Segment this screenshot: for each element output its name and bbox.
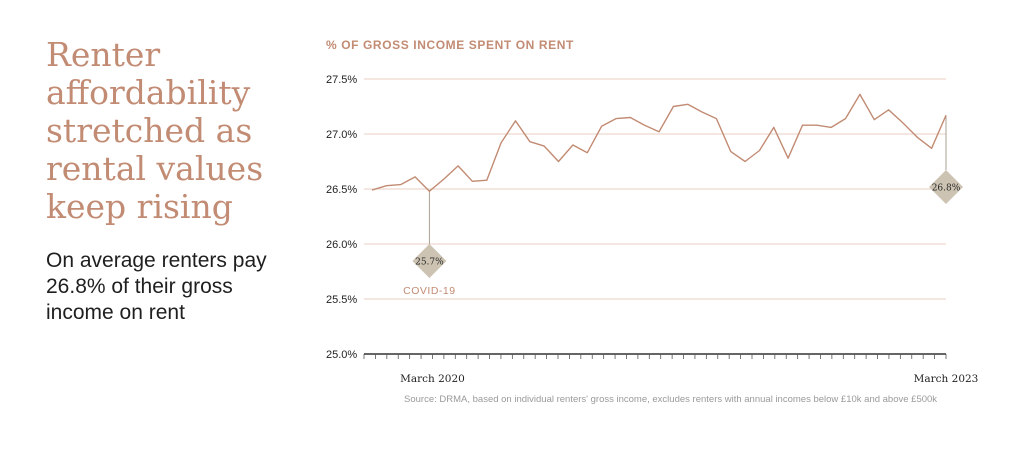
data-point (471, 180, 474, 183)
annotation-label: 26.8% (932, 184, 961, 194)
data-point (586, 151, 589, 154)
data-point (901, 121, 904, 124)
x-axis-labels: March 2020 March 2023 (400, 373, 978, 385)
data-point (571, 143, 574, 146)
data-point (413, 175, 416, 178)
data-point (801, 124, 804, 127)
data-point (830, 126, 833, 129)
data-point (457, 164, 460, 167)
data-point (657, 130, 660, 133)
x-tick-label: March 2020 (400, 373, 465, 385)
data-point (614, 117, 617, 120)
data-point (442, 178, 445, 181)
y-tick-label: 26.5% (326, 184, 357, 196)
data-point (600, 125, 603, 128)
data-point (873, 118, 876, 121)
data-point (887, 108, 890, 111)
data-point (715, 117, 718, 120)
data-point (428, 190, 431, 193)
data-point (815, 124, 818, 127)
data-point (385, 184, 388, 187)
data-point (858, 93, 861, 96)
data-point (686, 103, 689, 106)
markers: 25.7% COVID-19 26.8% (403, 170, 963, 297)
y-tick-label: 25.0% (326, 349, 357, 361)
data-point (399, 183, 402, 186)
x-tick-label: March 2023 (914, 373, 979, 385)
data-point (787, 157, 790, 160)
data-point (916, 136, 919, 139)
y-axis-ticks: 25.0% 25.5% 26.0% 26.5% 27.0% 27.5% (326, 74, 357, 361)
grid-lines (364, 78, 946, 300)
y-tick-label: 27.0% (326, 129, 357, 141)
data-point (729, 150, 732, 153)
data-point (758, 149, 761, 152)
y-tick-label: 26.0% (326, 239, 357, 251)
data-point (514, 119, 517, 122)
series-path (371, 93, 947, 192)
annotation-note: COVID-19 (403, 285, 455, 297)
headline: Renter affordability stretched as rental… (46, 35, 264, 226)
data-point (643, 124, 646, 127)
data-point (557, 160, 560, 163)
series-line (370, 93, 947, 193)
data-point (528, 140, 531, 143)
data-point (772, 126, 775, 129)
y-tick-label: 25.5% (326, 294, 357, 306)
data-point (672, 105, 675, 108)
x-axis (363, 353, 947, 359)
data-point (944, 114, 947, 117)
data-point (370, 189, 373, 192)
data-point (485, 179, 488, 182)
y-tick-label: 27.5% (326, 74, 357, 86)
annotation-diamond (929, 170, 963, 204)
subheadline: On average renters pay 26.8% of their gr… (46, 249, 267, 324)
data-point (700, 110, 703, 113)
data-point (629, 116, 632, 119)
annotation-label: 25.7% (415, 258, 444, 268)
data-point (543, 145, 546, 148)
data-point (500, 141, 503, 144)
source-note: Source: DRMA, based on individual renter… (404, 394, 938, 405)
annotation-diamond (412, 244, 447, 278)
data-point (744, 160, 747, 163)
chart-title: % OF GROSS INCOME SPENT ON RENT (326, 38, 574, 52)
data-point (930, 147, 933, 150)
data-point (844, 117, 847, 120)
annotations (428, 115, 947, 244)
